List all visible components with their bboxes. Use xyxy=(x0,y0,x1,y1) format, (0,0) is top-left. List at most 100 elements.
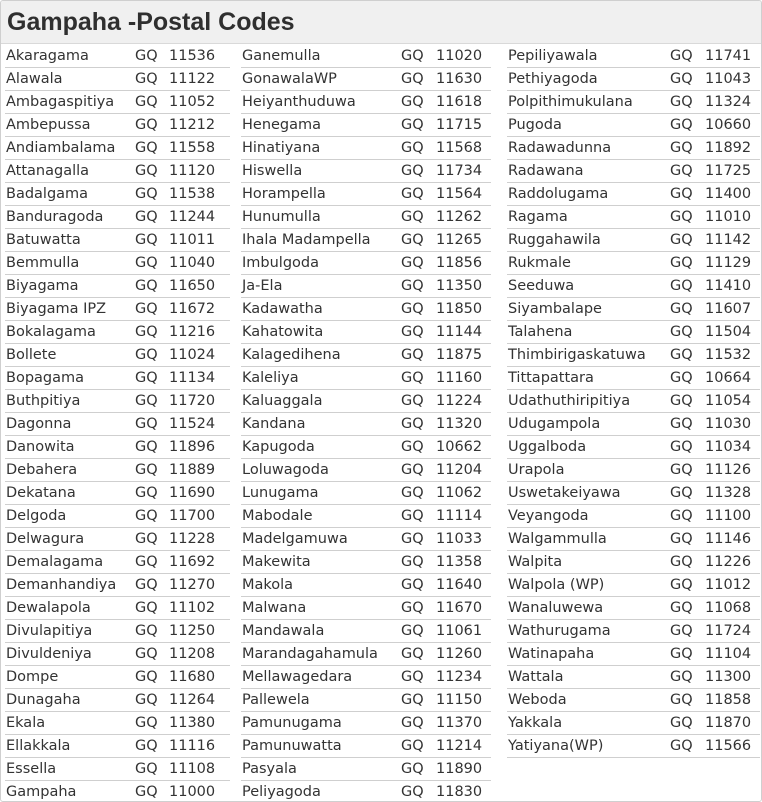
postal-code: 11116 xyxy=(169,738,216,754)
place-name: Makola xyxy=(242,577,294,593)
postal-code: 11034 xyxy=(705,439,752,455)
district-code: GQ xyxy=(670,577,693,593)
list-item: Badalgama GQ 11538 xyxy=(5,183,230,206)
list-item: Delwagura GQ 11228 xyxy=(5,528,230,551)
district-code: GQ xyxy=(135,163,158,179)
list-item: Batuwatta GQ 11011 xyxy=(5,229,230,252)
postal-code: 11856 xyxy=(436,255,483,271)
district-code: GQ xyxy=(401,462,424,478)
place-name: Malwana xyxy=(242,600,307,616)
list-item: Kadawatha GQ 11850 xyxy=(241,298,491,321)
list-item: Wathurugama GQ 11724 xyxy=(507,620,760,643)
list-item: Debahera GQ 11889 xyxy=(5,459,230,482)
place-name: Urapola xyxy=(508,462,565,478)
list-item: Pamunuwatta GQ 11214 xyxy=(241,735,491,758)
list-item: Pamunugama GQ 11370 xyxy=(241,712,491,735)
postal-code: 11558 xyxy=(169,140,216,156)
postal-code: 11504 xyxy=(705,324,752,340)
postal-code: 11068 xyxy=(705,600,752,616)
district-code: GQ xyxy=(401,715,424,731)
list-item: Tittapattara GQ 10664 xyxy=(507,367,760,390)
postal-code: 11262 xyxy=(436,209,483,225)
place-name: Dagonna xyxy=(6,416,72,432)
list-item: Polpithimukulana GQ 11324 xyxy=(507,91,760,114)
place-name: Ja-Ela xyxy=(242,278,283,294)
district-code: GQ xyxy=(135,71,158,87)
postal-code: 11850 xyxy=(436,301,483,317)
postal-code: 11260 xyxy=(436,646,483,662)
district-code: GQ xyxy=(401,278,424,294)
postal-code: 11896 xyxy=(169,439,216,455)
district-code: GQ xyxy=(670,692,693,708)
list-item: Loluwagoda GQ 11204 xyxy=(241,459,491,482)
district-code: GQ xyxy=(401,554,424,570)
place-name: Weboda xyxy=(508,692,567,708)
postal-code: 11320 xyxy=(436,416,483,432)
list-item: Walgammulla GQ 11146 xyxy=(507,528,760,551)
list-item: Gampaha GQ 11000 xyxy=(5,781,230,801)
column-3: Pepiliyawala GQ 11741 Pethiyagoda GQ 11043 Pol… xyxy=(507,45,760,758)
list-item: Kalagedihena GQ 11875 xyxy=(241,344,491,367)
district-code: GQ xyxy=(670,370,693,386)
list-item: Demalagama GQ 11692 xyxy=(5,551,230,574)
district-code: GQ xyxy=(135,393,158,409)
place-name: Mellawagedara xyxy=(242,669,353,685)
postal-code: 11532 xyxy=(705,347,752,363)
district-code: GQ xyxy=(670,301,693,317)
place-name: Udugampola xyxy=(508,416,601,432)
postal-code: 11062 xyxy=(436,485,483,501)
place-name: Andiambalama xyxy=(6,140,116,156)
place-name: Dekatana xyxy=(6,485,76,501)
place-name: Batuwatta xyxy=(6,232,81,248)
place-name: Marandagahamula xyxy=(242,646,378,662)
postal-code: 11715 xyxy=(436,117,483,133)
place-name: Walpita xyxy=(508,554,563,570)
place-name: Watinapaha xyxy=(508,646,595,662)
district-code: GQ xyxy=(135,324,158,340)
postal-code: 11061 xyxy=(436,623,483,639)
place-name: Attanagalla xyxy=(6,163,90,179)
postal-code: 11033 xyxy=(436,531,483,547)
district-code: GQ xyxy=(670,163,693,179)
place-name: Ganemulla xyxy=(242,48,321,64)
district-code: GQ xyxy=(401,301,424,317)
postal-code: 11250 xyxy=(169,623,216,639)
district-code: GQ xyxy=(670,393,693,409)
place-name: Hunumulla xyxy=(242,209,321,225)
place-name: Dewalapola xyxy=(6,600,91,616)
district-code: GQ xyxy=(670,255,693,271)
postal-code: 11692 xyxy=(169,554,216,570)
postal-code: 11741 xyxy=(705,48,752,64)
postal-code: 11890 xyxy=(436,761,483,777)
place-name: GonawalaWP xyxy=(242,71,337,87)
postal-code: 11640 xyxy=(436,577,483,593)
list-item: Ruggahawila GQ 11142 xyxy=(507,229,760,252)
list-item: Andiambalama GQ 11558 xyxy=(5,137,230,160)
district-code: GQ xyxy=(401,255,424,271)
district-code: GQ xyxy=(135,186,158,202)
place-name: Ragama xyxy=(508,209,568,225)
place-name: Horampella xyxy=(242,186,326,202)
list-item: Rukmale GQ 11129 xyxy=(507,252,760,275)
list-item: Pepiliyawala GQ 11741 xyxy=(507,45,760,68)
place-name: Thimbirigaskatuwa xyxy=(508,347,646,363)
district-code: GQ xyxy=(135,140,158,156)
district-code: GQ xyxy=(135,48,158,64)
district-code: GQ xyxy=(670,48,693,64)
postal-code: 11650 xyxy=(169,278,216,294)
place-name: Ruggahawila xyxy=(508,232,601,248)
list-item: Ja-Ela GQ 11350 xyxy=(241,275,491,298)
district-code: GQ xyxy=(670,439,693,455)
place-name: Hinatiyana xyxy=(242,140,321,156)
list-item: Malwana GQ 11670 xyxy=(241,597,491,620)
district-code: GQ xyxy=(135,646,158,662)
list-item: Ganemulla GQ 11020 xyxy=(241,45,491,68)
district-code: GQ xyxy=(401,600,424,616)
district-code: GQ xyxy=(401,669,424,685)
postal-code: 11150 xyxy=(436,692,483,708)
postal-code: 11700 xyxy=(169,508,216,524)
place-name: Dunagaha xyxy=(6,692,81,708)
postal-code: 11858 xyxy=(705,692,752,708)
district-code: GQ xyxy=(670,209,693,225)
